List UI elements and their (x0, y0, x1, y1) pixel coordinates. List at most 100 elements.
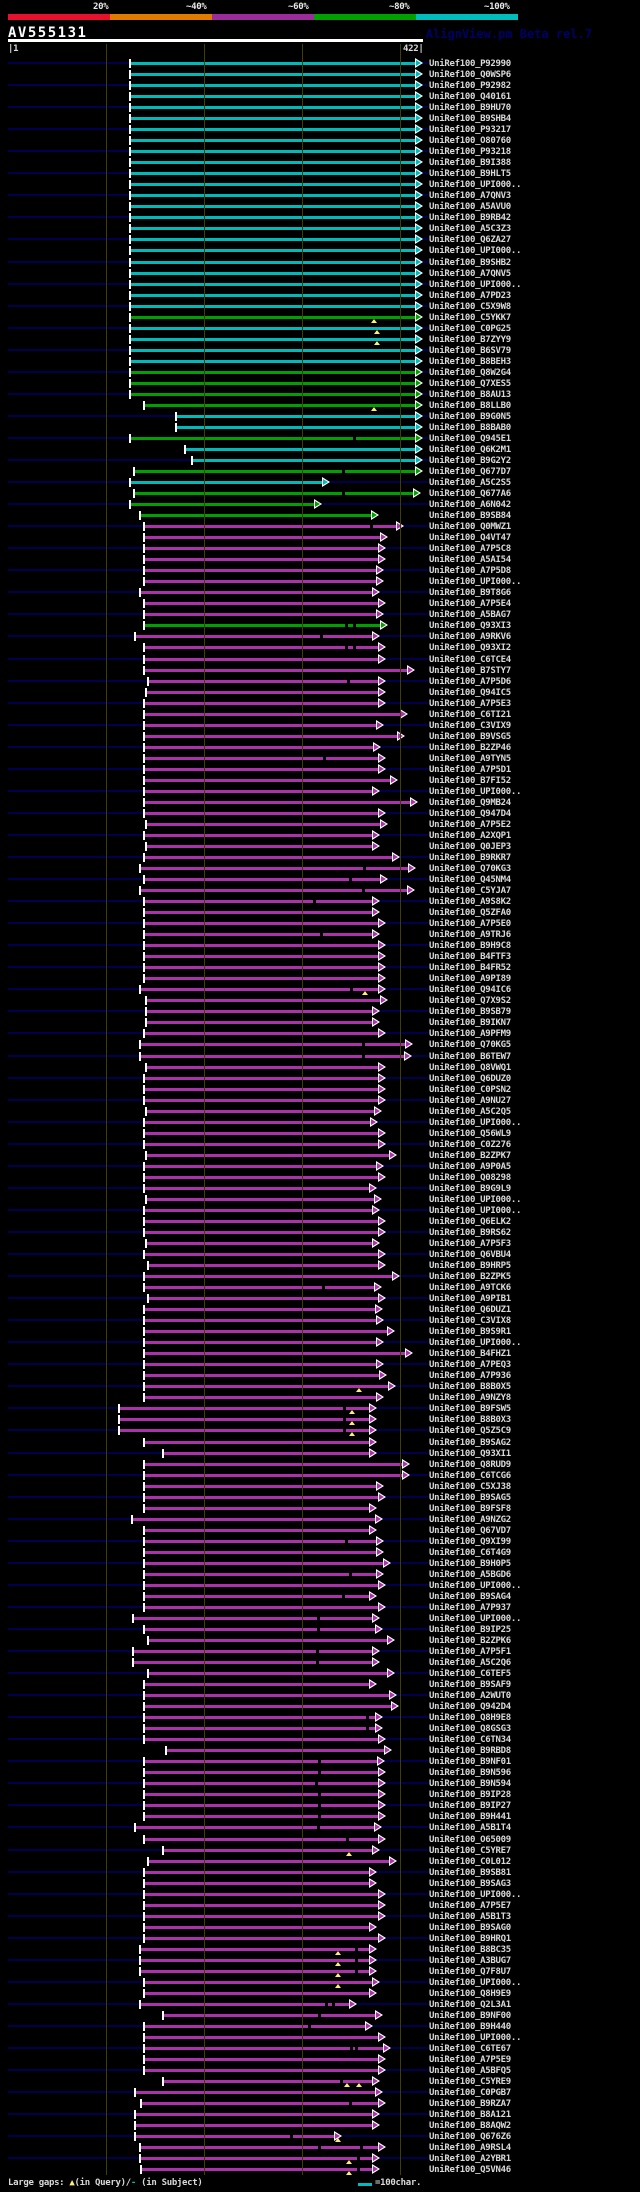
alignment-bar[interactable] (144, 1330, 390, 1334)
alignment-bar[interactable] (132, 1517, 378, 1521)
alignment-bar[interactable] (144, 1352, 408, 1356)
alignment-bar[interactable] (144, 2036, 381, 2039)
alignment-row[interactable]: UniRef100_Q8VWQ1 (0, 1061, 640, 1073)
alignment-bar[interactable] (140, 1054, 407, 1058)
alignment-bar[interactable] (119, 1407, 372, 1411)
hit-label[interactable]: UniRef100_C6TEF5 (429, 1669, 511, 1680)
alignment-bar[interactable] (144, 1120, 373, 1124)
hit-label[interactable]: UniRef100_Q947D4 (429, 808, 511, 819)
hit-label[interactable]: UniRef100_A5B1T3 (429, 1911, 511, 1922)
hit-label[interactable]: UniRef100_A7P5E7 (429, 1900, 511, 1911)
alignment-row[interactable]: UniRef100_C3VIX8 (0, 1315, 640, 1326)
alignment-bar[interactable] (146, 822, 383, 826)
alignment-row[interactable]: UniRef100_Q7F8U7 (0, 1965, 640, 1977)
alignment-row[interactable]: UniRef100_Q40161 (0, 91, 640, 102)
hit-label[interactable]: UniRef100_B2ZP46 (429, 742, 511, 753)
alignment-row[interactable]: UniRef100_C6TCE4 (0, 653, 640, 665)
alignment-row[interactable]: UniRef100_Q942D4 (0, 1701, 640, 1712)
hit-label[interactable]: UniRef100_Q6DUZ1 (429, 1305, 511, 1316)
hit-label[interactable]: UniRef100_A5C2Q6 (429, 1658, 511, 1669)
alignment-bar[interactable] (130, 481, 325, 485)
alignment-bar[interactable] (144, 1892, 381, 1896)
alignment-bar[interactable] (130, 326, 418, 330)
hit-label[interactable]: UniRef100_UPI000.. (429, 2033, 522, 2043)
hit-label[interactable]: UniRef100_A9PIB1 (429, 1294, 511, 1305)
hit-label[interactable]: UniRef100_UPI000.. (429, 786, 522, 797)
alignment-row[interactable]: UniRef100_C5YJA7 (0, 885, 640, 896)
hit-label[interactable]: UniRef100_B9HRP5 (429, 1261, 511, 1272)
hit-label[interactable]: UniRef100_A7P5E3 (429, 698, 511, 709)
alignment-bar[interactable] (144, 1804, 381, 1808)
hit-label[interactable]: UniRef100_C5YJA7 (429, 886, 511, 897)
alignment-bar[interactable] (146, 1065, 381, 1069)
alignment-row[interactable]: UniRef100_UPI000.. (0, 1888, 640, 1900)
hit-label[interactable]: UniRef100_Q942D4 (429, 1702, 511, 1713)
hit-label[interactable]: UniRef100_B8B0X3 (429, 1415, 511, 1426)
alignment-row[interactable]: UniRef100_B9G2Y2 (0, 455, 640, 466)
alignment-row[interactable]: UniRef100_A7P5D8 (0, 565, 640, 576)
alignment-row[interactable]: UniRef100_Q9MB24 (0, 796, 640, 808)
alignment-row[interactable]: UniRef100_A9NZY8 (0, 1392, 640, 1403)
hit-label[interactable]: UniRef100_UPI000.. (429, 1117, 522, 1128)
hit-label[interactable]: UniRef100_A5BFQ5 (429, 2066, 511, 2077)
hit-label[interactable]: UniRef100_Q6ELK2 (429, 1216, 511, 1227)
hit-label[interactable]: UniRef100_Q93XI2 (429, 643, 511, 654)
hit-label[interactable]: UniRef100_Q8H9E8 (429, 1713, 511, 1724)
alignment-bar[interactable] (144, 1495, 381, 1499)
alignment-row[interactable]: UniRef100_B9SAG5 (0, 1491, 640, 1503)
alignment-bar[interactable] (144, 1561, 386, 1565)
alignment-bar[interactable] (185, 447, 418, 451)
alignment-row[interactable]: UniRef100_B9NF01 (0, 1756, 640, 1767)
alignment-row[interactable]: UniRef100_A7P5F1 (0, 1646, 640, 1657)
alignment-bar[interactable] (141, 2102, 381, 2106)
hit-label[interactable]: UniRef100_UPI000.. (429, 1338, 522, 1349)
alignment-bar[interactable] (144, 657, 381, 661)
alignment-row[interactable]: UniRef100_B9I388 (0, 157, 640, 168)
alignment-bar[interactable] (135, 1826, 377, 1830)
alignment-row[interactable]: UniRef100_B9HLT5 (0, 168, 640, 179)
alignment-bar[interactable] (130, 106, 418, 110)
alignment-bar[interactable] (144, 878, 383, 882)
alignment-row[interactable]: UniRef100_C0Z276 (0, 1138, 640, 1150)
hit-label[interactable]: UniRef100_C5YRE7 (429, 1845, 511, 1856)
alignment-row[interactable]: UniRef100_A3BUG7 (0, 1954, 640, 1966)
alignment-row[interactable]: UniRef100_UPI000.. (0, 1116, 640, 1128)
alignment-row[interactable]: UniRef100_A5C2Q6 (0, 1657, 640, 1668)
hit-label[interactable]: UniRef100_Q6DUZ0 (429, 1073, 511, 1084)
hit-label[interactable]: UniRef100_Q0MWZ1 (429, 522, 511, 533)
alignment-bar[interactable] (144, 1473, 405, 1477)
alignment-bar[interactable] (144, 613, 379, 617)
alignment-bar[interactable] (144, 525, 399, 529)
hit-label[interactable]: UniRef100_B9NF00 (429, 2010, 511, 2021)
hit-label[interactable]: UniRef100_P93217 (429, 125, 511, 136)
alignment-bar[interactable] (144, 558, 381, 562)
hit-label[interactable]: UniRef100_A5B1T4 (429, 1823, 511, 1834)
alignment-row[interactable]: UniRef100_A7P5E2 (0, 818, 640, 830)
hit-label[interactable]: UniRef100_P93218 (429, 147, 511, 158)
alignment-row[interactable]: UniRef100_B9HRQ1 (0, 1932, 640, 1944)
alignment-bar[interactable] (144, 1484, 379, 1488)
hit-label[interactable]: UniRef100_P92982 (429, 81, 511, 92)
hit-label[interactable]: UniRef100_A7P5E4 (429, 599, 511, 610)
hit-label[interactable]: UniRef100_A5C2Q5 (429, 1106, 511, 1117)
alignment-row[interactable]: UniRef100_B9SAG3 (0, 1877, 640, 1889)
hit-label[interactable]: UniRef100_C6TCE4 (429, 654, 511, 665)
alignment-row[interactable]: UniRef100_A7QNV3 (0, 190, 640, 201)
alignment-bar[interactable] (144, 966, 381, 970)
alignment-row[interactable]: UniRef100_A7PD23 (0, 289, 640, 301)
hit-label[interactable]: UniRef100_UPI000.. (429, 246, 522, 257)
hit-label[interactable]: UniRef100_UPI000.. (429, 1205, 522, 1216)
alignment-row[interactable]: UniRef100_A5AVU0 (0, 201, 640, 212)
alignment-bar[interactable] (144, 1716, 378, 1720)
alignment-row[interactable]: UniRef100_B9G9L9 (0, 1182, 640, 1194)
alignment-row[interactable]: UniRef100_A2WUT0 (0, 1690, 640, 1701)
hit-label[interactable]: UniRef100_B9FSF8 (429, 1503, 511, 1514)
alignment-bar[interactable] (144, 1683, 372, 1687)
alignment-row[interactable]: UniRef100_UPI000.. (0, 2032, 640, 2043)
alignment-row[interactable]: UniRef100_O80760 (0, 135, 640, 146)
alignment-row[interactable]: UniRef100_A5BAG7 (0, 609, 640, 620)
alignment-row[interactable]: UniRef100_Q8RUD9 (0, 1458, 640, 1470)
alignment-row[interactable]: UniRef100_C3VIX9 (0, 719, 640, 731)
hit-label[interactable]: UniRef100_B6TEW7 (429, 1051, 511, 1062)
alignment-row[interactable]: UniRef100_A7PEQ3 (0, 1359, 640, 1370)
